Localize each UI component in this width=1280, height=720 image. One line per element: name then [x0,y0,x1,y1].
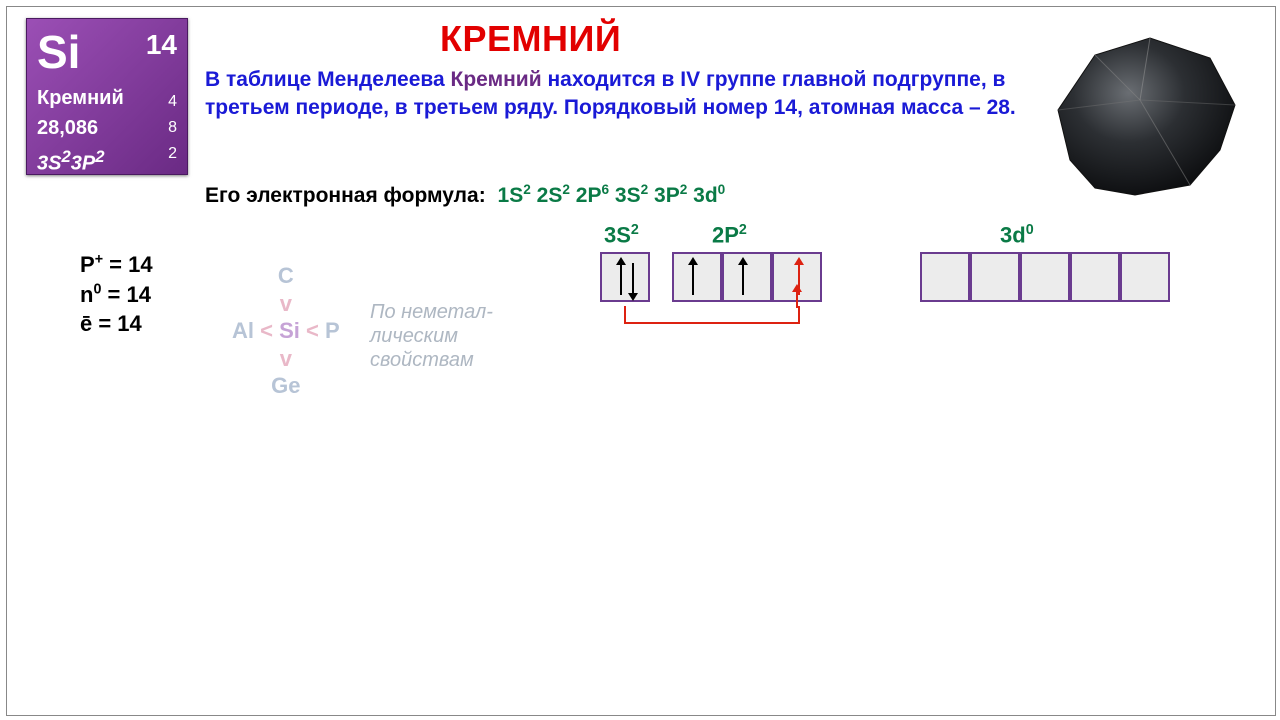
neigh-row: Al < Si < P [232,317,340,345]
lt2: < [306,318,319,343]
neigh-right: P [325,318,340,343]
para-emph: Кремний [451,68,542,91]
shell-2: 8 [168,119,177,137]
neutrons: n0 = 14 [80,280,153,310]
orbital-label: 3S2 [604,222,639,248]
orbital-cell [970,252,1020,302]
neigh-v2: v [232,345,340,373]
orbital-label: 3d0 [1000,222,1034,248]
orbital-cell [600,252,650,302]
neigh-top: C [232,262,340,290]
orbital-cell [920,252,970,302]
page-title: КРЕМНИЙ [440,18,621,60]
atomic-mass: 28,086 [37,117,98,140]
neigh-bottom: Ge [232,372,340,400]
formula-value: 1S2 2S2 2P6 3S2 3P2 3d0 [498,184,726,207]
element-name: Кремний [37,87,124,110]
protons: P+ = 14 [80,250,153,280]
neigh-center: Si [279,318,300,343]
orbital-cell [1120,252,1170,302]
orbital-cell [1070,252,1120,302]
electron-arrow [692,263,694,295]
neighbours-note: По неметал-лическим свойствам [370,300,540,372]
neigh-left: Al [232,318,254,343]
electron-formula: Его электронная формула: 1S2 2S2 2P6 3S2… [205,182,725,208]
neighbours: C v Al < Si < P v Ge [232,262,340,400]
promotion-bracket [624,306,800,324]
lt1: < [260,318,279,343]
orbital-cell [672,252,722,302]
orbital-cell [1020,252,1070,302]
orbital-label: 2P2 [712,222,747,248]
mineral-image [1040,30,1250,200]
orbital-cell [722,252,772,302]
promotion-arrow [796,290,798,308]
element-tile: Si 14 Кремний 28,086 3S23P2 4 8 2 [26,18,188,175]
electron-arrow [632,263,634,295]
description: В таблице Менделеева Кремний находится в… [205,66,1025,123]
particle-counts: P+ = 14 n0 = 14 ē = 14 [80,250,153,339]
shell-3: 2 [168,145,177,163]
electrons: ē = 14 [80,309,153,339]
atomic-number: 14 [146,29,177,61]
neigh-v1: v [232,290,340,318]
electron-arrow [620,263,622,295]
electron-arrow [742,263,744,295]
shell-1: 4 [168,93,177,111]
outer-config: 3S23P2 [37,147,104,176]
para-prefix: В таблице Менделеева [205,68,451,91]
element-symbol: Si [37,25,80,79]
formula-label: Его электронная формула: [205,184,486,207]
